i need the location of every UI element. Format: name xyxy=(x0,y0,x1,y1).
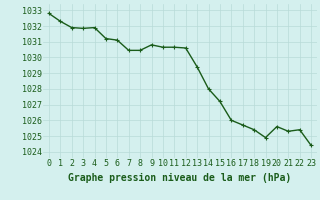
X-axis label: Graphe pression niveau de la mer (hPa): Graphe pression niveau de la mer (hPa) xyxy=(68,173,292,183)
